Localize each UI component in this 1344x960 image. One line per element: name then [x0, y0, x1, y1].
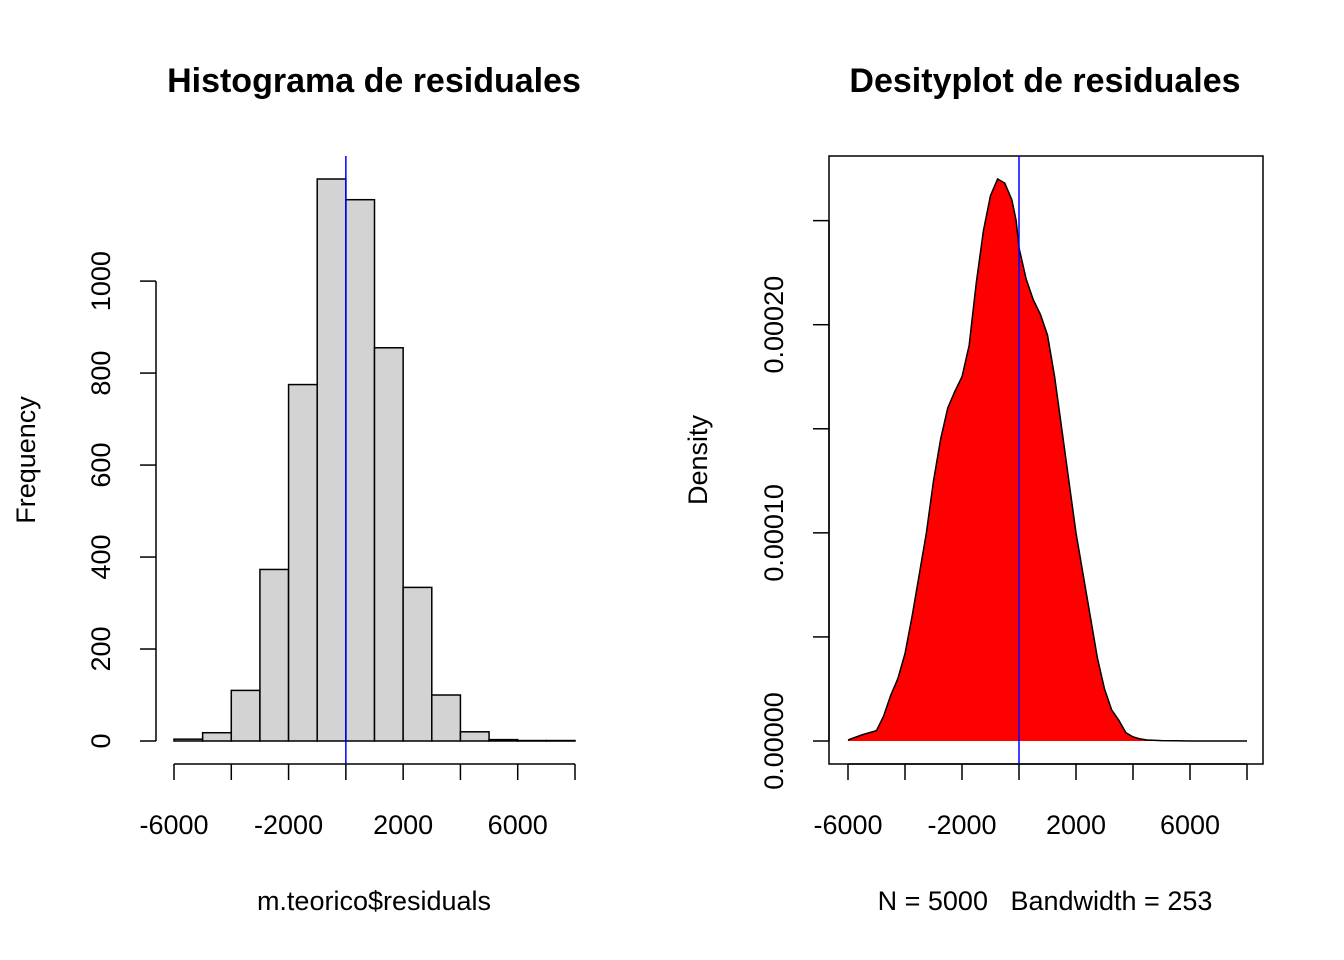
histogram-bar	[545, 739, 576, 742]
histogram-x-tick-label: 2000	[373, 810, 433, 840]
density-y-tick-label: 0.00020	[759, 276, 789, 374]
histogram-bar	[259, 568, 290, 742]
histogram-x-tick-label: 6000	[488, 810, 548, 840]
density-title: Desityplot de residuales	[849, 62, 1240, 100]
histogram-y-axis: 0 200 400 600 800 1000	[86, 251, 157, 749]
histogram-x-axis: -6000 -2000 2000 6000	[139, 763, 576, 840]
histogram-bars	[173, 178, 576, 742]
histogram-bar	[173, 738, 204, 742]
density-area	[847, 177, 1247, 742]
histogram-bar	[373, 347, 404, 742]
histogram-bar	[345, 198, 376, 742]
density-x-tick-label: 6000	[1160, 810, 1220, 840]
histogram-bar	[488, 738, 519, 742]
histogram-x-tick-label: -6000	[139, 810, 208, 840]
density-x-axis-label: N = 5000 Bandwidth = 253	[878, 886, 1213, 916]
density-y-tick-label: 0.00010	[759, 484, 789, 582]
density-y-axis-label: Density	[683, 414, 713, 505]
histogram-x-tick-label: -2000	[254, 810, 323, 840]
histogram-bar	[230, 689, 261, 742]
histogram-y-tick-label: 600	[86, 443, 116, 488]
histogram-y-tick-label: 800	[86, 351, 116, 396]
density-fill	[848, 179, 1247, 741]
histogram-panel: Histograma de residuales m.teorico$resid…	[11, 62, 581, 916]
histogram-title: Histograma de residuales	[167, 62, 581, 100]
histogram-y-axis-label: Frequency	[11, 396, 41, 524]
density-y-tick-label: 0.00000	[759, 692, 789, 790]
histogram-bar	[459, 731, 490, 742]
density-x-tick-label: -2000	[927, 810, 996, 840]
histogram-bar	[516, 739, 548, 742]
histogram-x-axis-label: m.teorico$residuals	[257, 886, 491, 916]
histogram-y-tick-label: 1000	[86, 251, 116, 311]
histogram-bar	[316, 178, 347, 742]
histogram-bar	[201, 731, 233, 742]
histogram-y-tick-label: 400	[86, 535, 116, 580]
histogram-bar	[287, 383, 318, 742]
density-x-tick-label: -6000	[813, 810, 882, 840]
density-panel: Desityplot de residuales N = 5000 Bandwi…	[683, 62, 1264, 916]
histogram-y-tick-label: 200	[86, 626, 116, 671]
density-x-axis: -6000 -2000 2000 6000	[813, 763, 1248, 840]
histogram-bar	[402, 586, 433, 742]
histogram-bar	[431, 694, 462, 742]
density-y-axis: 0.00000 0.00010 0.00020	[759, 219, 830, 790]
histogram-y-tick-label: 0	[86, 733, 116, 748]
density-x-tick-label: 2000	[1046, 810, 1106, 840]
